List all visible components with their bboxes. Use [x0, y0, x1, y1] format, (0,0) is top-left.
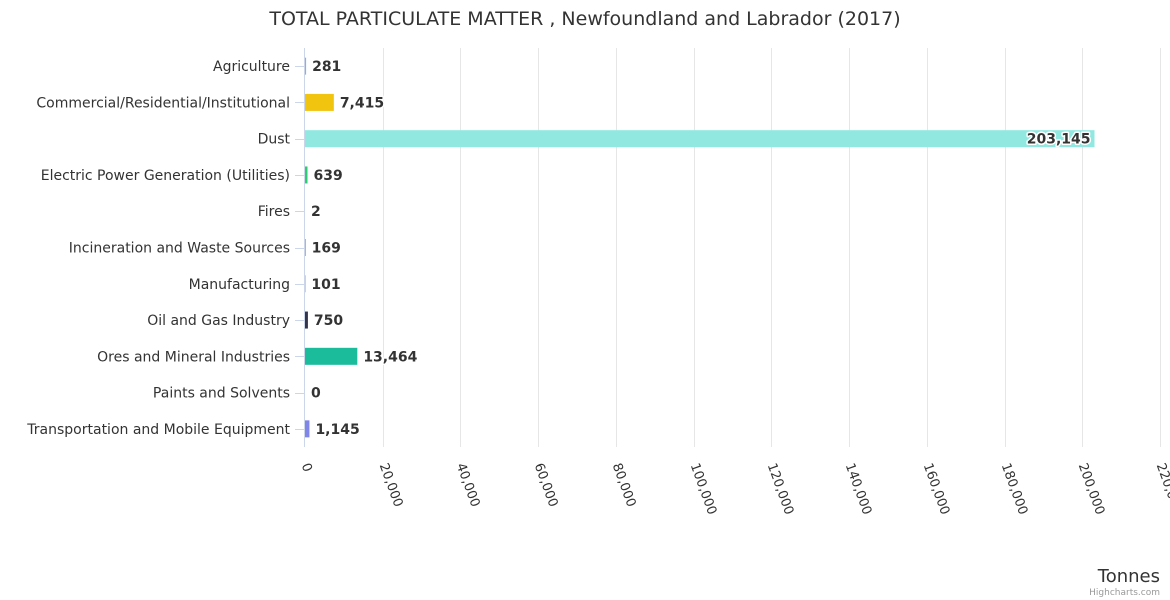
bar[interactable] [305, 166, 308, 184]
data-labels: 281 7,415 203,145 639 2 169 101 750 13,464 0 1,145 [310, 58, 1092, 440]
category-label: Oil and Gas Industry [147, 313, 290, 329]
x-axis-title: Tonnes [1097, 566, 1160, 587]
category-label: Incineration and Waste Sources [69, 241, 290, 257]
bar[interactable] [305, 130, 1095, 148]
category-labels: Agriculture Commercial/Residential/Instit… [26, 59, 290, 438]
bar-series [305, 57, 1095, 438]
bar[interactable] [305, 239, 306, 256]
data-label: 7,415 [340, 95, 384, 111]
data-label: 0 [311, 386, 321, 402]
data-label: 1,145 [315, 422, 359, 438]
credits-link[interactable]: Highcharts.com [1089, 588, 1160, 598]
category-axis [295, 48, 305, 447]
data-label: 750 [314, 313, 343, 329]
bar[interactable] [305, 57, 307, 75]
category-label: Paints and Solvents [153, 386, 290, 402]
chart-title: TOTAL PARTICULATE MATTER , Newfoundland … [268, 8, 900, 30]
data-label: 2 [311, 204, 321, 220]
data-label: 13,464 [363, 349, 417, 365]
bar[interactable] [305, 311, 308, 329]
category-label: Fires [258, 204, 290, 220]
bar[interactable] [305, 347, 358, 365]
category-label: Dust [258, 132, 291, 148]
data-label: 169 [312, 241, 341, 257]
data-label: 203,145 [1027, 132, 1091, 148]
category-label: Manufacturing [189, 277, 290, 293]
data-label: 101 [311, 277, 340, 293]
category-label: Ores and Mineral Industries [97, 349, 290, 365]
grid-lines [383, 48, 1161, 447]
category-label: Electric Power Generation (Utilities) [41, 168, 290, 184]
category-label: Agriculture [213, 59, 290, 75]
bar[interactable] [305, 93, 334, 111]
category-label: Transportation and Mobile Equipment [26, 422, 290, 438]
category-label: Commercial/Residential/Institutional [36, 95, 290, 111]
data-label: 281 [312, 59, 341, 75]
bar[interactable] [305, 420, 310, 438]
data-label: 639 [313, 168, 342, 184]
